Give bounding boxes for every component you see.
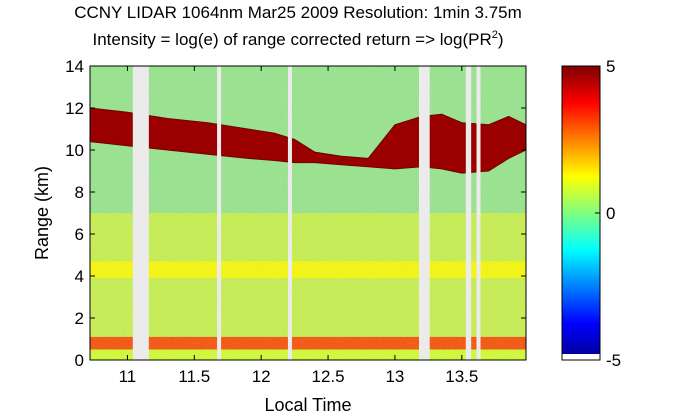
chart-title: CCNY LIDAR 1064nm Mar25 2009 Resolution:… (74, 3, 522, 22)
colorbar: 5 0 -5 (561, 57, 621, 370)
y-tick-label: 14 (65, 57, 84, 76)
colorbar-gradient (562, 66, 600, 360)
heatmap-plot-area (90, 66, 526, 360)
data-gap (465, 66, 472, 360)
colorbar-tick-label: 0 (606, 204, 615, 223)
plot-frame (89, 65, 527, 361)
data-gap (419, 66, 430, 360)
colorbar-tick-label: 5 (606, 57, 615, 76)
y-tick-label: 4 (75, 267, 84, 286)
x-tick-label: 11.5 (178, 367, 210, 386)
y-tick-label: 10 (65, 141, 84, 160)
x-axis-label: Local Time (264, 395, 351, 415)
data-gap (132, 66, 149, 360)
data-gap (476, 66, 481, 360)
speckle-texture (90, 66, 526, 360)
chart-subtitle: Intensity = log(e) of range corrected re… (92, 29, 503, 49)
y-axis-ticks: 0 2 4 6 8 10 12 14 (65, 57, 526, 370)
x-tick-label: 12.5 (312, 367, 345, 386)
colorbar-tick-label: -5 (606, 351, 621, 370)
x-tick-label: 11 (119, 367, 137, 386)
y-tick-label: 6 (75, 225, 84, 244)
data-gap (217, 66, 222, 360)
colorbar-ticks: 5 0 -5 (595, 57, 621, 370)
x-tick-label: 12 (252, 367, 271, 386)
y-tick-label: 12 (65, 99, 84, 118)
y-tick-label: 8 (75, 183, 84, 202)
noise-speckle (90, 66, 526, 360)
data-gap (287, 66, 292, 360)
x-axis-ticks: 11 11.5 12 12.5 13 13.5 (119, 66, 478, 386)
x-tick-label: 13 (385, 367, 404, 386)
data-gaps (132, 66, 481, 360)
y-tick-label: 0 (75, 351, 84, 370)
colorbar-bottom-swatch (562, 354, 600, 360)
y-axis-label: Range (km) (32, 166, 52, 260)
x-tick-label: 13.5 (445, 367, 478, 386)
y-tick-label: 2 (75, 309, 84, 328)
